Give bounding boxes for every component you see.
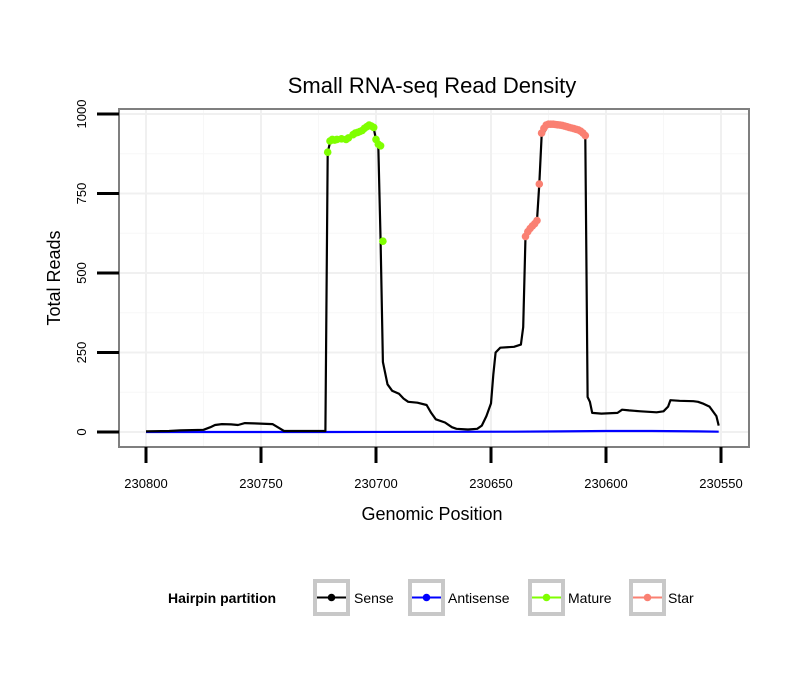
legend-item-antisense: Antisense [408, 579, 510, 616]
x-tick-label: 230750 [239, 476, 282, 491]
plot-panel [118, 108, 750, 448]
legend-label: Star [668, 590, 694, 606]
x-axis: 230800 230750 230700 230650 230600 230550 [124, 447, 743, 491]
legend-label: Antisense [448, 590, 510, 606]
legend-item-mature: Mature [528, 579, 612, 616]
legend-title: Hairpin partition [168, 590, 276, 606]
x-tick-label: 230650 [469, 476, 512, 491]
point-star [581, 131, 590, 140]
legend: Hairpin partition Sense Antisense Mature St… [168, 579, 694, 616]
legend-key-point [327, 593, 336, 602]
point-mature [323, 148, 332, 156]
y-axis-title: Total Reads [44, 230, 64, 325]
series-points [323, 120, 590, 245]
point-mature [369, 123, 378, 132]
grid-lines [119, 109, 749, 447]
series-line-antisense [146, 429, 719, 434]
point-star [535, 180, 544, 188]
y-tick-label: 500 [74, 262, 89, 284]
point-mature [376, 142, 385, 150]
legend-item-sense: Sense [313, 579, 394, 616]
y-tick-label: 0 [74, 428, 89, 435]
legend-key-point [643, 593, 652, 602]
legend-label: Mature [568, 590, 612, 606]
chart-title: Small RNA-seq Read Density [288, 73, 577, 98]
y-tick-label: 1000 [74, 100, 89, 129]
x-tick-label: 230800 [124, 476, 167, 491]
legend-key-point [422, 593, 431, 602]
point-star [533, 216, 541, 225]
series-lines [145, 123, 720, 434]
legend-label: Sense [354, 590, 394, 606]
x-tick-label: 230600 [584, 476, 627, 491]
x-tick-label: 230700 [354, 476, 397, 491]
x-axis-title: Genomic Position [361, 504, 502, 524]
y-axis: 0 250 500 750 1000 [74, 100, 119, 436]
y-tick-label: 750 [74, 183, 89, 205]
point-mature [379, 237, 387, 245]
x-tick-label: 230550 [699, 476, 742, 491]
legend-key-point [542, 593, 551, 602]
legend-item-star: Star [629, 579, 694, 616]
y-tick-label: 250 [74, 342, 89, 364]
series-line-sense [145, 123, 720, 433]
